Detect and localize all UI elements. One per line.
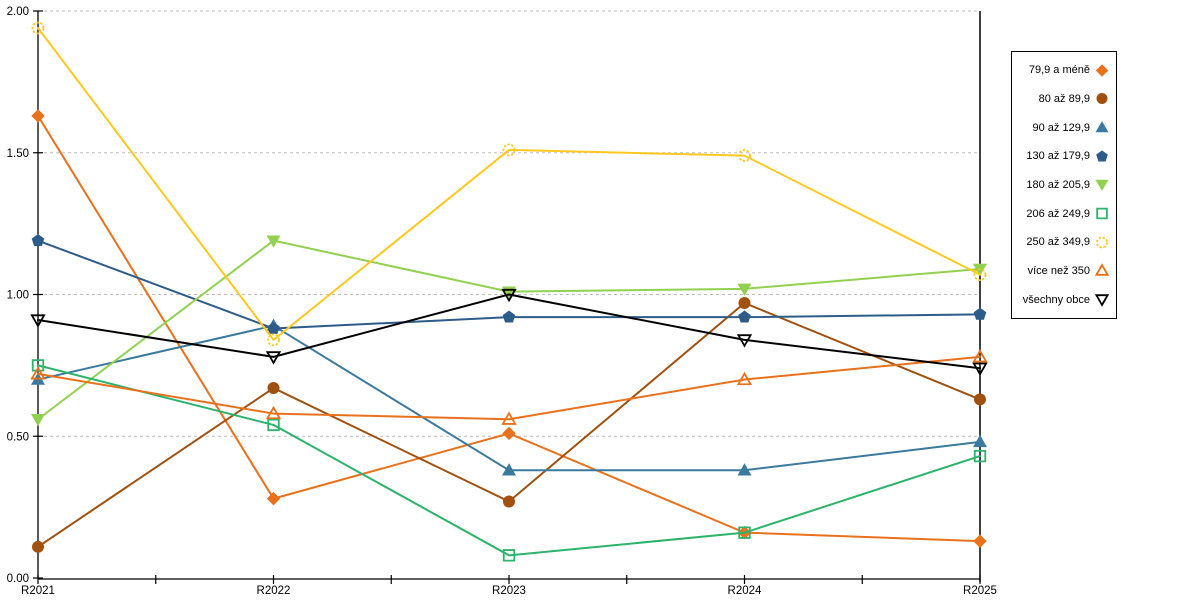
series-line-6 (37, 27, 981, 341)
triangle-down-marker-icon (1094, 294, 1110, 307)
series-line-1 (37, 302, 981, 548)
circle-marker-icon (1096, 93, 1108, 105)
y-axis-tick-label: 2.00 (7, 6, 29, 18)
circle-marker-icon (1096, 236, 1108, 249)
legend-item-0: 79,9 a méně (1014, 57, 1110, 83)
x-axis-tick-label: R2025 (963, 585, 997, 597)
legend-item-label: 90 až 129,9 (1032, 121, 1091, 134)
legend-item-label: 79,9 a méně (1028, 64, 1090, 77)
legend-item-label: 250 až 349,9 (1026, 236, 1090, 249)
legend-item-label: všechny obce (1022, 293, 1090, 306)
series-line-0 (37, 114, 981, 543)
legend-item-label: 180 až 205,9 (1026, 178, 1090, 191)
legend-item-label: 130 až 179,9 (1026, 150, 1090, 163)
legend-item-label: více než 350 (1027, 264, 1090, 277)
series-markers-5 (31, 359, 987, 562)
legend-item-2: 90 až 129,9 (1014, 115, 1110, 141)
series-markers-8 (30, 288, 988, 377)
chart-legend: 79,9 a méně 80 až 89,9 90 až 129,9 130 až 1… (1011, 51, 1117, 319)
pentagon-marker-icon (1096, 150, 1108, 162)
series-line-4 (37, 239, 981, 421)
diamond-marker-icon (1095, 64, 1109, 77)
y-axis-tick-label: 1.50 (7, 148, 29, 160)
y-axis-tick-label: 0.50 (7, 431, 29, 443)
series-markers-0 (31, 109, 987, 548)
series-markers-7 (30, 349, 988, 425)
x-axis-tick-label: R2024 (728, 585, 762, 597)
series-line-5 (37, 364, 981, 557)
legend-item-5: 206 až 249,9 (1014, 201, 1110, 227)
legend-item-1: 80 až 89,9 (1014, 86, 1110, 112)
legend-item-label: 206 až 249,9 (1026, 207, 1090, 220)
square-marker-icon (1096, 207, 1108, 220)
series-line-8 (37, 293, 981, 370)
legend-item-8: všechny obce (1014, 287, 1110, 313)
legend-item-4: 180 až 205,9 (1014, 172, 1110, 198)
series-markers-3 (31, 234, 987, 334)
y-axis-tick-label: 1.00 (7, 290, 29, 302)
triangle-up-marker-icon (1095, 121, 1109, 133)
x-axis-tick-label: R2021 (21, 585, 55, 597)
legend-item-6: 250 až 349,9 (1014, 229, 1110, 255)
y-axis-tick-label: 0.00 (7, 573, 29, 585)
legend-item-label: 80 až 89,9 (1038, 92, 1090, 105)
x-axis-tick-label: R2023 (492, 585, 526, 597)
legend-item-3: 130 až 179,9 (1014, 143, 1110, 169)
series-line-7 (37, 355, 981, 421)
legend-item-7: více než 350 (1014, 258, 1110, 284)
triangle-down-marker-icon (1095, 180, 1109, 192)
series-markers-6 (31, 21, 987, 347)
series-markers-1 (32, 297, 986, 553)
triangle-up-marker-icon (1094, 263, 1110, 277)
x-axis-tick-label: R2022 (257, 585, 291, 597)
